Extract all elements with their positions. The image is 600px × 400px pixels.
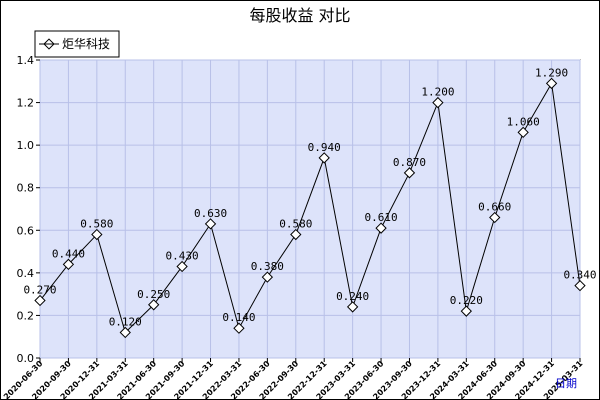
y-tick-label: 1.4 (17, 54, 35, 67)
y-tick-label: 1.0 (17, 139, 35, 152)
data-point (517, 126, 529, 139)
y-tick-label: 0.2 (17, 309, 35, 322)
data-point (460, 305, 472, 317)
y-tick-label: 1.2 (17, 97, 35, 110)
data-label: 0.870 (393, 156, 426, 169)
data-label: 0.630 (194, 207, 227, 220)
y-tick-label: 0.6 (17, 224, 35, 237)
y-axis-ticks: 0.0 0.2 0.4 0.6 0.8 1.0 1.2 1.4 (17, 54, 40, 365)
data-point (574, 279, 586, 292)
data-point (432, 96, 444, 109)
legend-label: 炬华科技 (62, 37, 110, 51)
data-label: 0.340 (563, 269, 596, 282)
x-axis-ticks: 2020-06-302020-09-302020-12-312021-03-31… (2, 358, 585, 400)
data-point (375, 222, 387, 234)
data-point (119, 326, 131, 339)
data-label: 0.580 (279, 218, 312, 231)
data-labels: 0.270 0.440 0.580 0.120 0.250 0.430 0.630 0.140… (23, 66, 596, 328)
data-label: 0.380 (251, 260, 284, 273)
data-label: 0.430 (166, 249, 199, 262)
data-label: 0.660 (478, 201, 511, 214)
data-label: 1.200 (421, 86, 454, 99)
data-label: 0.120 (109, 315, 142, 328)
y-tick-label: 0.8 (17, 182, 35, 195)
data-label: 0.250 (137, 288, 170, 301)
data-label: 1.290 (535, 66, 568, 79)
data-point (204, 218, 217, 230)
legend-marker (43, 38, 55, 50)
data-label: 0.440 (52, 247, 85, 260)
data-points (34, 77, 586, 339)
data-label: 0.610 (364, 211, 397, 224)
data-point (91, 228, 103, 241)
data-label: 0.140 (222, 311, 255, 324)
x-axis-label: 日期 (555, 377, 577, 390)
data-point (290, 228, 302, 241)
data-point (545, 77, 558, 90)
data-label: 0.940 (308, 141, 341, 154)
data-point (233, 322, 245, 334)
data-point (148, 299, 160, 311)
data-label: 0.240 (336, 290, 369, 303)
legend: 炬华科技 (34, 30, 120, 58)
data-point (489, 211, 501, 224)
data-point (403, 167, 416, 179)
y-tick-label: 0.4 (17, 267, 35, 280)
data-point (318, 152, 330, 164)
data-point (34, 294, 46, 307)
grid-lines (39, 59, 581, 359)
data-point (346, 301, 359, 313)
series-line (39, 81, 581, 334)
data-label: 0.270 (23, 284, 56, 297)
data-label: 1.060 (507, 115, 540, 128)
data-point (261, 271, 274, 283)
y-tick-label: 0.0 (17, 352, 35, 365)
data-label: 0.580 (80, 218, 113, 231)
plot-area (39, 59, 581, 359)
data-point (176, 260, 188, 273)
data-label: 0.220 (450, 294, 483, 307)
chart-title: 每股收益 对比 (249, 6, 350, 25)
data-point (62, 258, 75, 270)
